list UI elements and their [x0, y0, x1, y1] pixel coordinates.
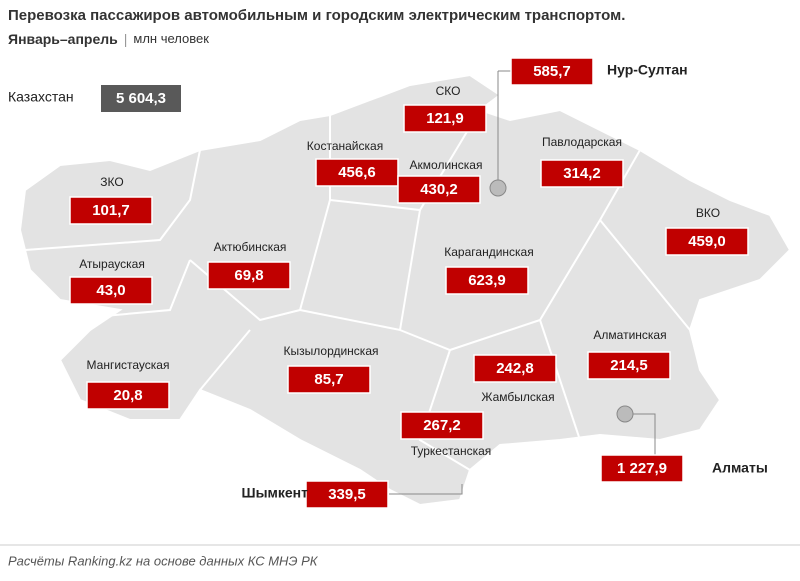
total-box [101, 85, 181, 112]
region-name: Костанайская [307, 139, 383, 153]
value-label: 43,0 [96, 282, 125, 299]
value-box [69, 276, 153, 305]
region-name: Актюбинская [214, 240, 287, 254]
value-box [445, 266, 529, 295]
value-label: 430,2 [420, 181, 458, 198]
region-name: ВКО [696, 206, 720, 220]
region-name: Кызылординская [284, 344, 379, 358]
city-name: Нур-Султан [607, 62, 688, 78]
value-box [600, 454, 684, 483]
value-box [305, 480, 389, 509]
value-box [86, 381, 170, 410]
value-label: 456,6 [338, 164, 376, 181]
value-label: 20,8 [113, 387, 142, 404]
leader-line [389, 484, 463, 495]
value-box [315, 158, 399, 187]
source: Расчёты Ranking.kz на основе данных КС М… [8, 553, 319, 568]
value-box [69, 196, 153, 225]
value-box [287, 365, 371, 394]
value-box [403, 104, 487, 133]
value-label: 314,2 [563, 165, 601, 182]
total-label: Казахстан [8, 89, 74, 105]
value-box [540, 159, 624, 188]
value-box [397, 175, 481, 204]
leader-line [625, 413, 656, 455]
city-marker [616, 405, 634, 423]
value-box [400, 411, 484, 440]
value-label: 101,7 [92, 202, 130, 219]
region-name: Жамбылская [481, 390, 554, 404]
unit: млн человек [133, 31, 209, 46]
value-label: 121,9 [426, 110, 464, 127]
value-box [587, 351, 671, 380]
separator: | [124, 31, 128, 47]
region-name: Атырауская [79, 257, 145, 271]
region-name: Акмолинская [410, 158, 483, 172]
region-name: Мангистауская [87, 358, 170, 372]
period: Январь–апрель [8, 31, 118, 47]
city-name: Шымкент [242, 485, 309, 501]
region-name: ЗКО [100, 175, 123, 189]
value-label: 459,0 [688, 233, 726, 250]
value-label: 623,9 [468, 272, 506, 289]
total-value: 5 604,3 [116, 90, 166, 107]
value-label: 69,8 [234, 267, 263, 284]
value-box [665, 227, 749, 256]
value-label: 267,2 [423, 417, 461, 434]
region-name: Павлодарская [542, 135, 622, 149]
city-marker [489, 179, 507, 197]
value-label: 1 227,9 [617, 460, 667, 477]
region-name: Туркестанская [411, 444, 492, 458]
value-label: 242,8 [496, 360, 534, 377]
region-name: Алматинская [593, 328, 666, 342]
value-box [473, 354, 557, 383]
value-label: 85,7 [314, 371, 343, 388]
value-label: 214,5 [610, 357, 648, 374]
value-box [510, 57, 594, 86]
city-name: Алматы [712, 460, 768, 476]
value-label: 339,5 [328, 486, 366, 503]
region-name: Карагандинская [444, 245, 533, 259]
value-box [207, 261, 291, 290]
value-label: 585,7 [533, 63, 571, 80]
title: Перевозка пассажиров автомобильным и гор… [8, 7, 625, 24]
region-name: СКО [436, 84, 461, 98]
subtitle: Январь–апрель | млн человек [8, 31, 209, 47]
